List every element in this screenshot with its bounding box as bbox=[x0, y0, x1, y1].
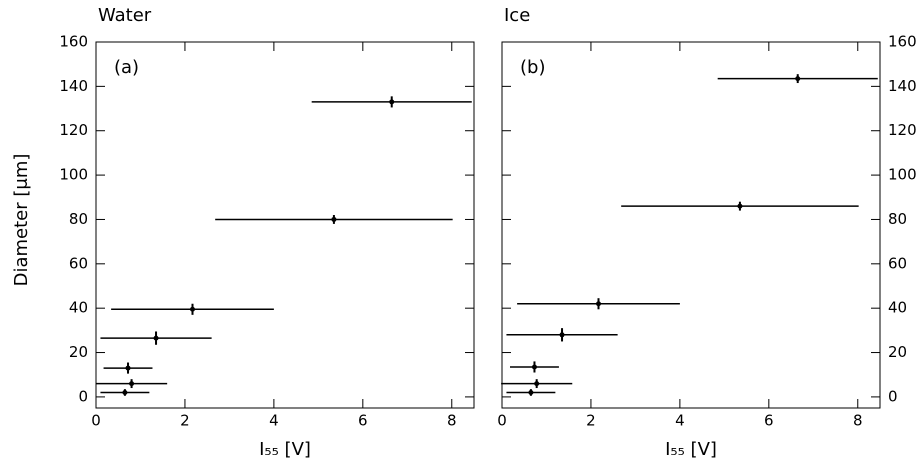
y-tick-label: 80 bbox=[69, 210, 88, 228]
point bbox=[129, 381, 135, 387]
y-tick-label: 40 bbox=[888, 299, 907, 317]
x-tick-label: 0 bbox=[497, 412, 507, 430]
x-tick-label: 4 bbox=[269, 412, 279, 430]
point bbox=[531, 364, 537, 370]
x-tick-label: 6 bbox=[358, 412, 368, 430]
panel-label: (a) bbox=[114, 57, 139, 78]
x-tick-label: 8 bbox=[447, 412, 457, 430]
point bbox=[737, 203, 743, 209]
x-tick-label: 2 bbox=[586, 412, 596, 430]
y-tick-label: 120 bbox=[888, 121, 917, 139]
x-tick-label: 8 bbox=[853, 412, 863, 430]
x-tick-label: 0 bbox=[91, 412, 101, 430]
y-tick-label: 40 bbox=[69, 299, 88, 317]
y-tick-label: 100 bbox=[888, 166, 917, 184]
y-tick-label: 140 bbox=[888, 77, 917, 95]
y-tick-label: 140 bbox=[59, 77, 88, 95]
y-tick-label: 100 bbox=[59, 166, 88, 184]
y-tick-label: 0 bbox=[78, 387, 88, 405]
point bbox=[534, 381, 540, 387]
point bbox=[125, 365, 131, 371]
plot-frame bbox=[95, 41, 475, 409]
point bbox=[389, 99, 395, 105]
point bbox=[190, 306, 196, 312]
point bbox=[559, 332, 565, 338]
panel-label: (b) bbox=[520, 57, 545, 78]
y-tick-label: 60 bbox=[888, 254, 907, 272]
point bbox=[795, 76, 801, 82]
y-tick-label: 0 bbox=[888, 387, 898, 405]
y-tick-label: 160 bbox=[59, 33, 88, 51]
x-axis-label: I₅₅ [V] bbox=[665, 439, 717, 460]
point bbox=[122, 389, 128, 395]
y-tick-label: 60 bbox=[69, 254, 88, 272]
plot-frame bbox=[501, 41, 881, 409]
y-axis-label: Diameter [μm] bbox=[11, 154, 32, 287]
point bbox=[331, 216, 337, 222]
chart-title: Water bbox=[98, 5, 152, 26]
point bbox=[596, 301, 602, 307]
x-axis-label: I₅₅ [V] bbox=[259, 439, 311, 460]
y-tick-label: 160 bbox=[888, 33, 917, 51]
chart-title: Ice bbox=[504, 5, 530, 26]
point bbox=[153, 335, 159, 341]
x-tick-label: 4 bbox=[675, 412, 685, 430]
y-tick-label: 80 bbox=[888, 210, 907, 228]
y-tick-label: 20 bbox=[888, 343, 907, 361]
y-tick-label: 120 bbox=[59, 121, 88, 139]
x-tick-label: 6 bbox=[764, 412, 774, 430]
point bbox=[528, 389, 534, 395]
y-tick-label: 20 bbox=[69, 343, 88, 361]
x-tick-label: 2 bbox=[180, 412, 190, 430]
